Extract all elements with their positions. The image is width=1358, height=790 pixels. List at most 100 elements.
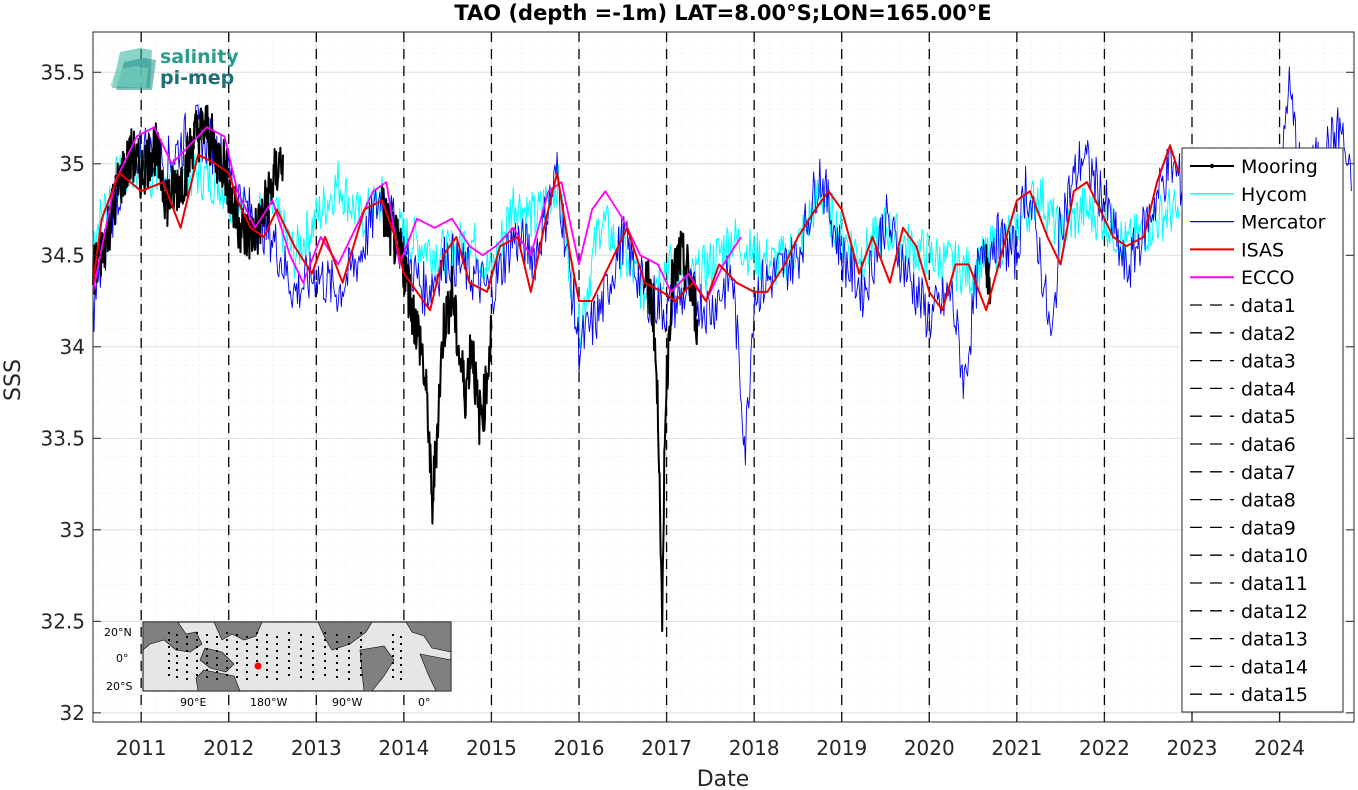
x-tick-label: 2013 (291, 736, 342, 760)
buoy-dot (226, 674, 228, 676)
buoy-dot (196, 653, 198, 655)
series-line-ecco (92, 126, 742, 302)
buoy-dot (176, 648, 178, 650)
buoy-dot (324, 653, 326, 655)
series-line-hycom (92, 143, 1180, 349)
buoy-dot (392, 648, 394, 650)
buoy-dot (256, 660, 258, 662)
x-tick-label: 2022 (1079, 736, 1130, 760)
map-lat-0: 0° (116, 652, 129, 665)
buoy-dot (168, 674, 170, 676)
legend-label-data2: data2 (1241, 323, 1296, 345)
legend-marker (1209, 163, 1215, 169)
buoy-dot (226, 639, 228, 641)
buoy-dot (246, 650, 248, 652)
legend-label-data5: data5 (1241, 406, 1296, 428)
y-tick-label: 34 (60, 335, 85, 359)
buoy-dot (226, 660, 228, 662)
buoy-dot (236, 655, 238, 657)
buoy-dot (246, 643, 248, 645)
chart-title: TAO (depth =-1m) LAT=8.00°S;LON=165.00°E (454, 1, 991, 25)
buoy-dot (266, 655, 268, 657)
buoy-dot (226, 646, 228, 648)
buoy-dot (168, 653, 170, 655)
buoy-dot (216, 657, 218, 659)
buoy-dot (348, 643, 350, 645)
buoy-dot (216, 643, 218, 645)
buoy-dot (400, 657, 402, 659)
buoy-dot (400, 678, 402, 680)
buoy-dot (216, 678, 218, 680)
buoy-dot (206, 676, 208, 678)
buoy-dot (400, 636, 402, 638)
buoy-dot (360, 639, 362, 641)
x-tick-label: 2015 (466, 736, 517, 760)
buoy-dot (312, 643, 314, 645)
x-tick-label: 2023 (1167, 736, 1218, 760)
buoy-dot (176, 641, 178, 643)
buoy-dot (246, 636, 248, 638)
x-axis-ticks: 2011 2012 2013 2014 2015 2016 2017 2018 2019 2020… (116, 714, 1305, 760)
legend-label-data14: data14 (1241, 656, 1308, 678)
buoy-dot (300, 662, 302, 664)
buoy-dot (324, 674, 326, 676)
buoy-dot (196, 632, 198, 634)
buoy-dot (176, 634, 178, 636)
buoy-dot (256, 639, 258, 641)
buoy-dot (206, 655, 208, 657)
buoy-dot (196, 674, 198, 676)
buoy-dot (348, 650, 350, 652)
legend-label-data13: data13 (1241, 629, 1308, 651)
buoy-dot (168, 667, 170, 669)
series-line-mooring (381, 185, 493, 525)
buoy-dot (276, 657, 278, 659)
buoy-dot (288, 639, 290, 641)
buoy-dot (312, 657, 314, 659)
buoy-dot (300, 634, 302, 636)
buoy-dot (206, 634, 208, 636)
series-line-mooring (643, 230, 699, 633)
buoy-dot (300, 676, 302, 678)
inset-map-buoys (168, 632, 402, 680)
map-lat-20n: 20°N (104, 626, 132, 639)
y-tick-label: 35.5 (40, 60, 85, 84)
buoy-dot (256, 653, 258, 655)
buoy-dot (400, 671, 402, 673)
buoy-dot (196, 646, 198, 648)
buoy-dot (246, 657, 248, 659)
buoy-dot (312, 678, 314, 680)
buoy-dot (336, 641, 338, 643)
buoy-dot (392, 641, 394, 643)
legend-label-data3: data3 (1241, 351, 1296, 373)
buoy-dot (226, 653, 228, 655)
buoy-dot (186, 657, 188, 659)
buoy-dot (360, 632, 362, 634)
buoy-dot (256, 674, 258, 676)
map-lon-180w: 180°W (250, 696, 287, 709)
buoy-dot (196, 660, 198, 662)
map-lat-20s: 20°S (106, 680, 132, 693)
buoy-dot (196, 639, 198, 641)
buoy-dot (312, 650, 314, 652)
x-tick-label: 2011 (116, 736, 167, 760)
buoy-dot (348, 657, 350, 659)
buoy-dot (256, 646, 258, 648)
buoy-dot (324, 667, 326, 669)
buoy-dot (256, 632, 258, 634)
map-lon-0: 0° (418, 696, 431, 709)
buoy-dot (288, 632, 290, 634)
buoy-dot (206, 669, 208, 671)
y-axis-label: SSS (1, 359, 26, 401)
x-axis-label: Date (697, 767, 750, 790)
salinity-pi-mep-logo: salinity pi-mep (110, 46, 239, 90)
buoy-dot (400, 664, 402, 666)
buoy-dot (176, 676, 178, 678)
legend-label-data7: data7 (1241, 462, 1296, 484)
buoy-dot (288, 646, 290, 648)
buoy-dot (324, 639, 326, 641)
buoy-dot (336, 669, 338, 671)
x-tick-label: 2020 (904, 736, 955, 760)
y-tick-label: 32.5 (40, 609, 85, 633)
legend-label-data4: data4 (1241, 378, 1296, 400)
